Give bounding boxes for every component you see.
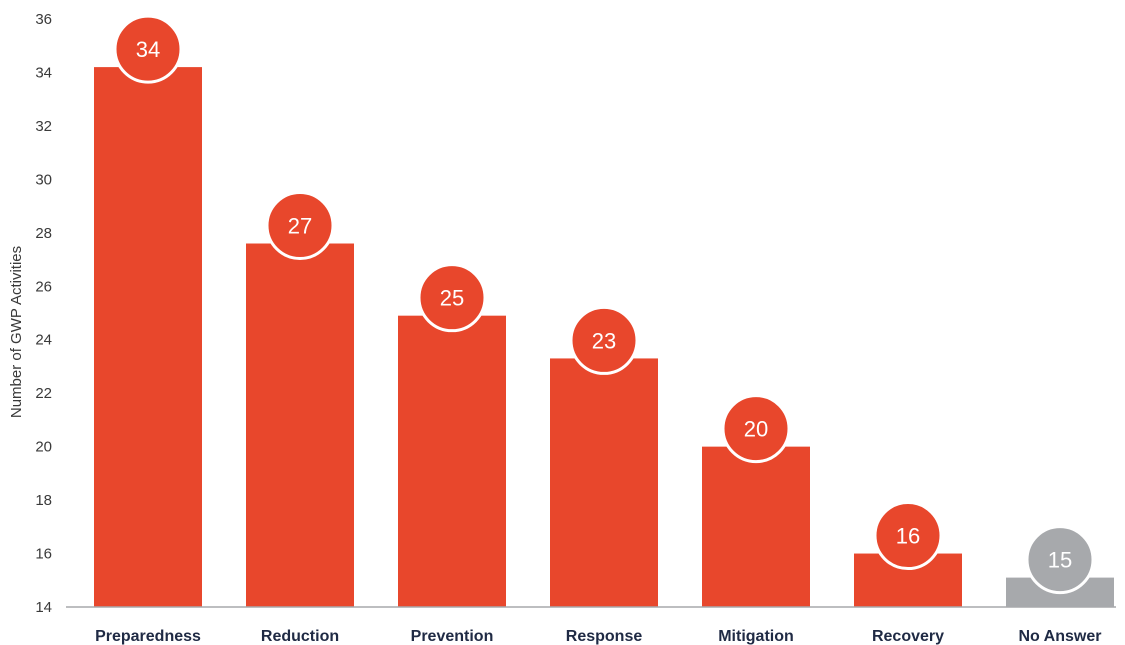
- value-bubble: [721, 394, 791, 464]
- bar-prevention: [398, 315, 506, 607]
- y-tick-label: 28: [35, 225, 52, 242]
- x-tick-label: Prevention: [411, 628, 494, 645]
- value-bubble: [417, 263, 487, 333]
- data-label: 34: [136, 37, 160, 62]
- value-bubble: [113, 14, 183, 84]
- bar-reduction: [246, 243, 354, 607]
- bar-mitigation: [702, 446, 810, 607]
- y-tick-label: 30: [35, 171, 52, 188]
- y-tick-label: 22: [35, 385, 52, 402]
- data-label: 23: [592, 328, 616, 353]
- data-label: 25: [440, 286, 464, 311]
- value-bubble: [873, 501, 943, 571]
- data-label: 27: [288, 214, 312, 239]
- x-tick-label: Response: [566, 628, 643, 645]
- data-label: 20: [744, 417, 768, 442]
- y-tick-label: 26: [35, 278, 52, 295]
- x-tick-label: Recovery: [872, 628, 944, 645]
- x-tick-label: Preparedness: [95, 628, 201, 645]
- value-bubble: [265, 191, 335, 261]
- y-tick-label: 32: [35, 118, 52, 135]
- value-bubbles: 34 27 25 23 20 16 15: [113, 14, 1095, 595]
- x-tick-label: No Answer: [1019, 628, 1102, 645]
- x-tick-label: Reduction: [261, 628, 339, 645]
- y-tick-label: 24: [35, 332, 52, 349]
- value-bubble: [569, 305, 639, 375]
- x-tick-label: Mitigation: [718, 628, 794, 645]
- y-axis-ticks: 14 16 18 20 22 24 26 28 30 32 34 36: [35, 11, 52, 616]
- value-bubble: [1025, 525, 1095, 595]
- bar-response: [550, 358, 658, 607]
- y-tick-label: 34: [35, 64, 52, 81]
- y-tick-label: 20: [35, 439, 52, 456]
- y-tick-label: 18: [35, 492, 52, 509]
- y-tick-label: 36: [35, 11, 52, 28]
- data-label: 15: [1048, 548, 1072, 573]
- bar-preparedness: [94, 67, 202, 608]
- data-label: 16: [896, 524, 920, 549]
- y-tick-label: 14: [35, 599, 52, 616]
- bars-group: [94, 67, 1114, 608]
- y-axis-title: Number of GWP Activities: [8, 246, 25, 418]
- y-tick-label: 16: [35, 546, 52, 563]
- x-axis-labels: Preparedness Reduction Prevention Response M…: [95, 628, 1101, 645]
